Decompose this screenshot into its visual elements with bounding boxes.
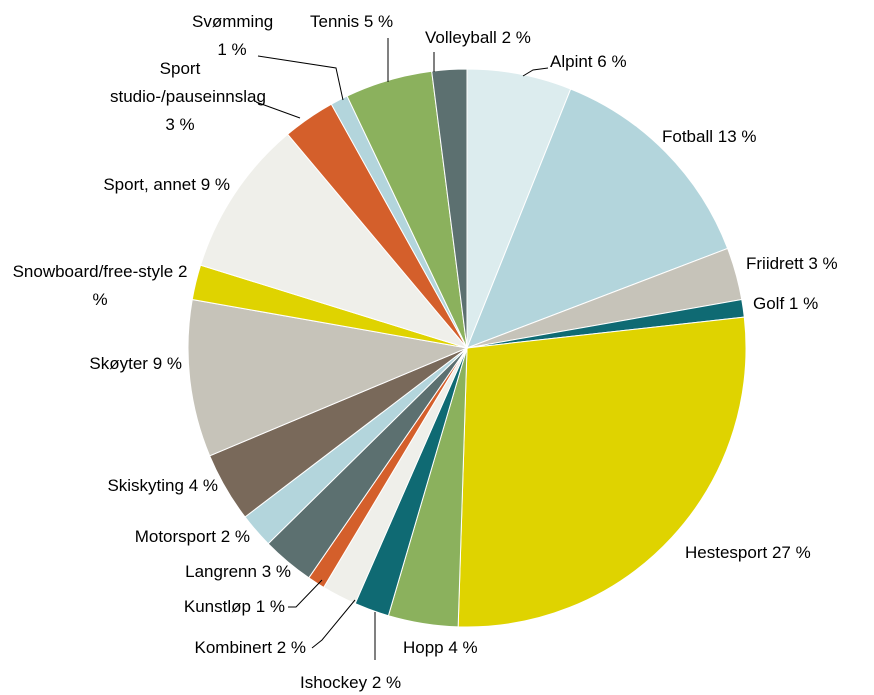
value-label: 27 % — [771, 543, 811, 562]
category-name: Langrenn — [185, 562, 257, 581]
slice-label: Ishockey 2 % — [300, 669, 401, 695]
value-label: 3 % — [261, 562, 291, 581]
pie-slice — [457, 316, 747, 628]
category-name: Ishockey — [300, 673, 368, 692]
slice-label: Sport studio-/pauseinnslag 3 % — [110, 55, 266, 139]
category-name: Skiskyting — [107, 476, 184, 495]
pie-slice — [199, 133, 469, 349]
leader — [257, 55, 344, 101]
category-name: Tennis — [310, 12, 360, 31]
pie-slice — [431, 68, 468, 349]
category-name: Volleyball — [425, 28, 497, 47]
value-label: 4 % — [188, 476, 218, 495]
category-name: Golf — [753, 294, 785, 313]
slice-label: Sport, annet 9 % — [103, 171, 230, 199]
slice-label: Skøyter 9 % — [89, 350, 182, 378]
slice-label: Snowboard/free-style 2 % — [8, 258, 193, 314]
leader — [522, 67, 549, 77]
value-label: 2 % — [371, 673, 402, 692]
value-label: 5 % — [363, 12, 394, 31]
leader — [255, 101, 301, 119]
slice-label: Skiskyting 4 % — [107, 472, 218, 500]
value-label: 2 % — [276, 638, 306, 657]
category-name: Friidrett — [746, 254, 804, 273]
category-name: Skøyter — [89, 354, 148, 373]
category-name: Hopp — [403, 638, 444, 657]
category-name: Kombinert — [194, 638, 272, 657]
value-label: 3 % — [165, 115, 195, 134]
slice-label: Fotball 13 % — [662, 123, 757, 151]
category-name: Sport studio-/pauseinnslag — [110, 59, 266, 106]
slice-label: Langrenn 3 % — [185, 558, 291, 586]
slice-label: Friidrett 3 % — [746, 250, 838, 278]
slice-label: Kombinert 2 % — [194, 634, 306, 662]
slice-label: Motorsport 2 % — [135, 523, 250, 551]
value-label: 9 % — [200, 175, 230, 194]
category-name: Motorsport — [134, 527, 216, 546]
value-label: 2 % — [501, 28, 531, 47]
value-label: 1 % — [217, 40, 247, 59]
leader — [288, 579, 323, 608]
value-label: 2 % — [220, 527, 250, 546]
category-name: Kunstløp — [183, 597, 251, 616]
category-name: Hestesport — [685, 543, 768, 562]
value-label: 3 % — [808, 254, 838, 273]
pie-slice — [466, 88, 729, 349]
slice-label: Hestesport 27 % — [685, 539, 811, 567]
category-name: Sport, annet — [103, 175, 196, 194]
slice-label: Volleyball 2 % — [425, 24, 531, 52]
slice-label: Hopp 4 % — [403, 634, 478, 662]
slice-label: Svømming 1 % — [192, 8, 274, 64]
slice-label: Tennis 5 % — [310, 8, 393, 36]
value-label: 9 % — [152, 354, 182, 373]
category-name: Snowboard/free-style — [12, 262, 174, 281]
category-name: Fotball — [662, 127, 714, 146]
category-name: Svømming — [192, 12, 274, 31]
value-label: 2 % — [92, 262, 188, 309]
value-label: 4 % — [448, 638, 478, 657]
category-name: Alpint — [550, 52, 593, 71]
leader — [311, 599, 356, 649]
value-label: 1 % — [255, 597, 285, 616]
slice-label: Kunstløp 1 % — [184, 593, 285, 621]
slice-label: Golf 1 % — [753, 290, 818, 318]
value-label: 13 % — [717, 127, 757, 146]
value-label: 6 % — [597, 52, 627, 71]
value-label: 1 % — [788, 294, 819, 313]
slice-label: Alpint 6 % — [550, 48, 627, 76]
pie-slice — [187, 298, 469, 457]
